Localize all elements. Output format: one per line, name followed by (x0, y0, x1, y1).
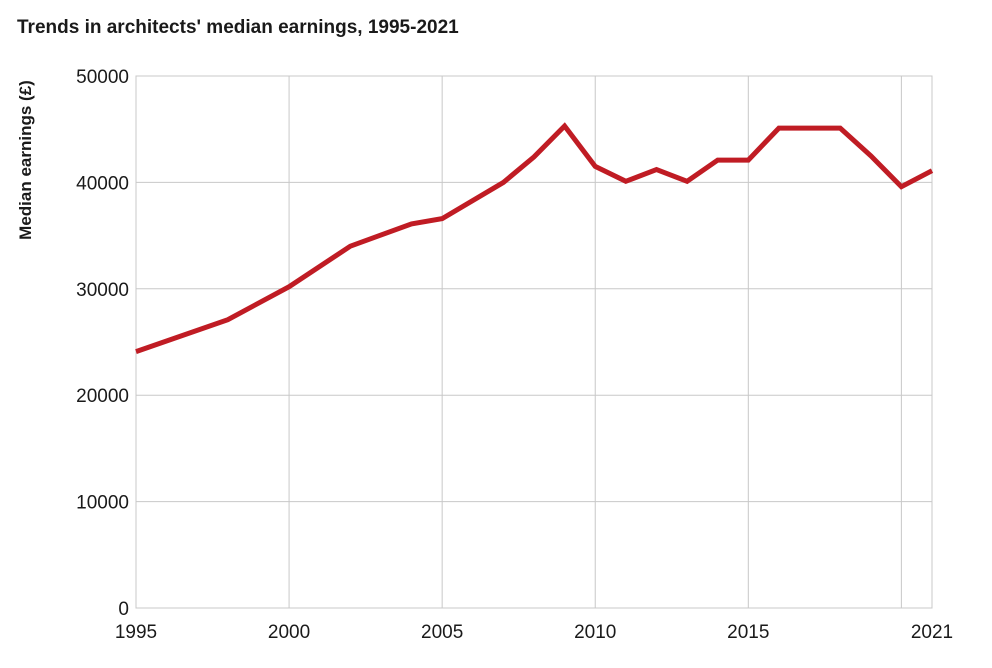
x-tick-label: 2021 (911, 622, 953, 643)
x-tick-label: 2010 (574, 622, 616, 643)
y-tick-label: 50000 (76, 67, 129, 88)
y-tick-label: 20000 (76, 386, 129, 407)
x-axis-ticks: 1995 2000 2005 2010 2015 2021 (115, 622, 953, 643)
series-layer (135, 122, 934, 354)
plot-frame (135, 75, 933, 609)
x-tick-label: 1995 (115, 622, 157, 643)
y-tick-label: 10000 (76, 493, 129, 514)
x-tick-label: 2000 (268, 622, 310, 643)
x-tick-label: 2005 (421, 622, 463, 643)
series-line (135, 122, 934, 354)
x-tick-label: 2015 (727, 622, 769, 643)
y-tick-label: 40000 (76, 173, 129, 194)
y-tick-label: 0 (118, 599, 129, 620)
y-tick-label: 30000 (76, 280, 129, 301)
chart-title: Trends in architects' median earnings, 1… (17, 17, 459, 38)
y-axis-label: Median earnings (£) (16, 80, 35, 240)
y-axis-ticks: 0 10000 20000 30000 40000 50000 (76, 67, 129, 620)
